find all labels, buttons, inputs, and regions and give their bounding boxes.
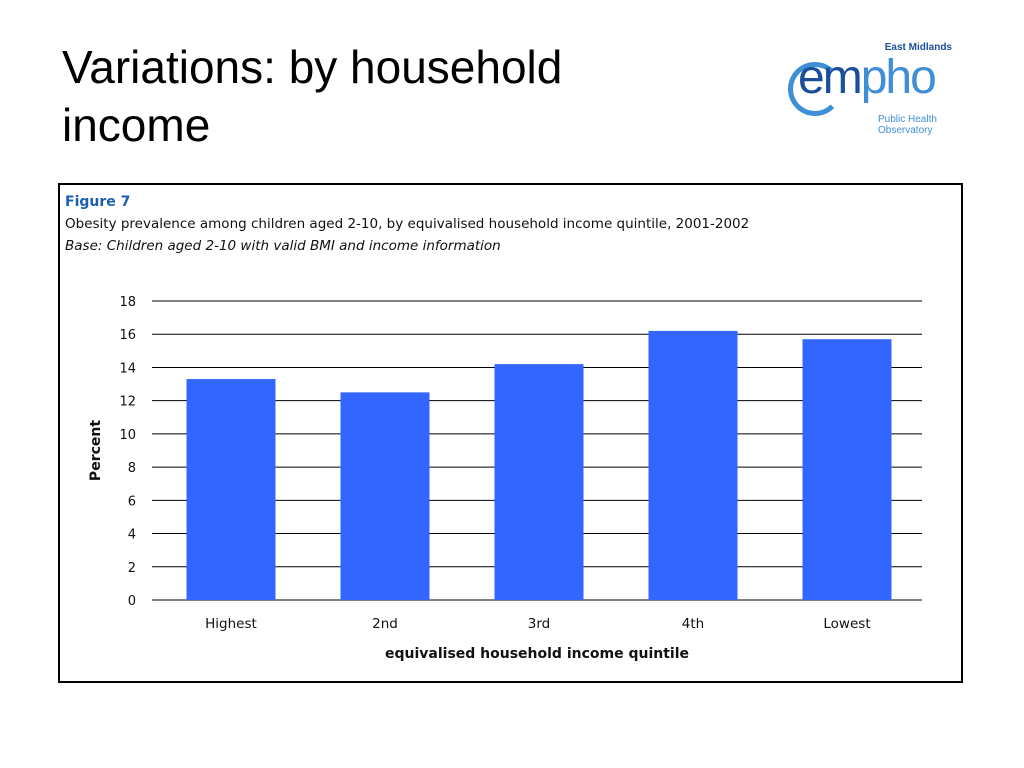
bar-lowest	[802, 339, 892, 600]
y-tick-label: 4	[128, 528, 136, 543]
logo-wordmark-em: em	[798, 51, 863, 104]
logo-wordmark: empho	[798, 50, 937, 105]
y-tick-label: 12	[119, 395, 136, 410]
bar-4th	[648, 330, 738, 600]
logo-tagline: Public Health Observatory	[878, 114, 937, 136]
y-tick-label: 16	[119, 328, 136, 343]
x-tick-label: 4th	[682, 616, 704, 632]
x-tick-label: 3rd	[528, 616, 550, 632]
slide-title: Variations: by household income	[62, 41, 563, 151]
y-tick-label: 18	[119, 295, 136, 310]
x-tick-label: 2nd	[372, 616, 398, 632]
bar-chart: 0 2 4 6 8 10 12 14 16 18 Highest 2nd 3rd 4th Lowest equ…	[88, 295, 922, 662]
bar-highest	[186, 379, 276, 600]
logo-arc-icon	[788, 62, 842, 116]
figure-panel: Figure 7 Obesity prevalence among childr…	[58, 183, 963, 683]
logo-tagline-line2: Observatory	[878, 125, 933, 136]
y-tick-label: 6	[128, 494, 136, 509]
figure-base-note: Base: Children aged 2-10 with valid BMI …	[65, 238, 501, 254]
logo-wordmark-pho: pho	[860, 51, 937, 104]
chart-title: Obesity prevalence among children aged 2…	[65, 216, 750, 232]
logo-region: East Midlands	[884, 42, 952, 53]
y-axis-title: Percent	[88, 420, 104, 481]
y-tick-label: 14	[119, 361, 136, 376]
figure-label: Figure 7	[65, 194, 131, 210]
y-tick-label: 10	[119, 428, 136, 443]
empho-logo: East Midlands empho Public Health Observ…	[788, 40, 968, 150]
x-axis-title: equivalised household income quintile	[385, 646, 689, 662]
y-tick-label: 0	[128, 594, 136, 609]
bar-2nd	[340, 392, 430, 600]
y-tick-label: 2	[128, 561, 136, 576]
x-tick-label: Lowest	[823, 616, 870, 632]
x-tick-label: Highest	[205, 616, 257, 632]
logo-tagline-line1: Public Health	[878, 114, 937, 125]
bar-3rd	[494, 364, 584, 600]
y-tick-label: 8	[128, 461, 136, 476]
